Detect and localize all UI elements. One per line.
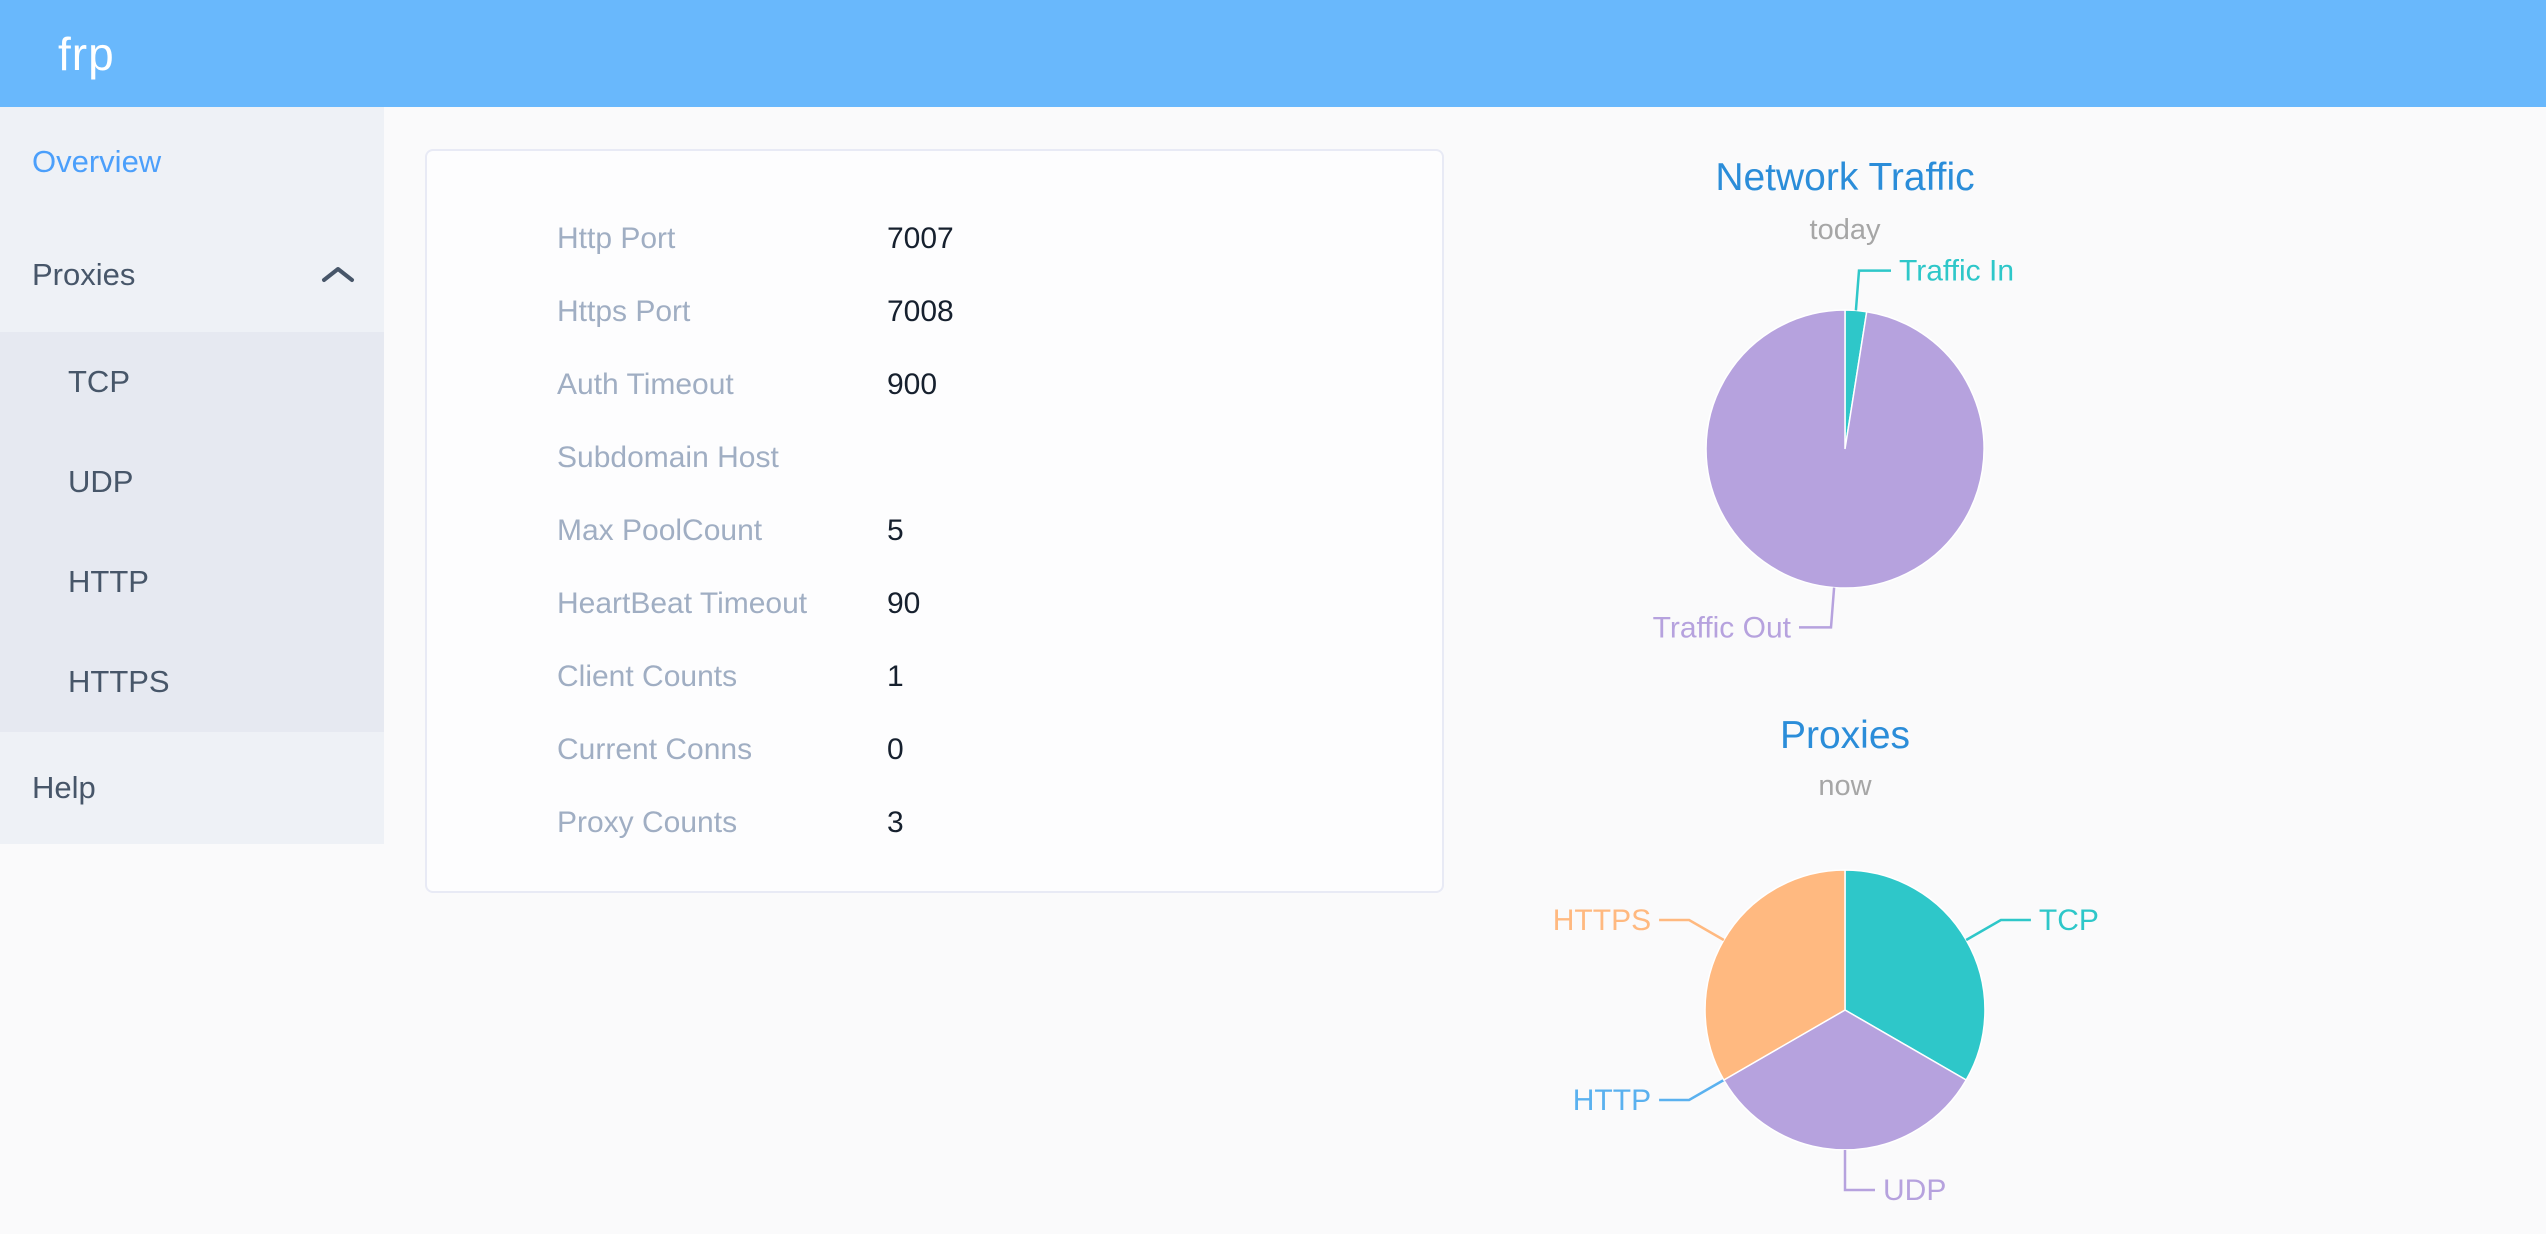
sidebar-item-udp[interactable]: UDP: [68, 464, 134, 499]
pie-label-http: HTTP: [1573, 1084, 1651, 1117]
sidebar: Overview Proxies TCP UDP HTTP HTTPS Help: [0, 107, 384, 844]
pie-label-traffic-in: Traffic In: [1899, 255, 2014, 288]
sidebar-item-help[interactable]: Help: [32, 770, 96, 805]
info-row-value: 90: [887, 586, 921, 620]
info-row-label: Https Port: [557, 294, 691, 328]
proxies-pie-chart[interactable]: TCP UDP HTTP HTTPS: [1535, 820, 2155, 1234]
chevron-up-icon: [322, 266, 354, 282]
info-row: HeartBeat Timeout 90: [427, 567, 1442, 640]
chart-subtitle-now: now: [1818, 770, 1872, 802]
pie-slice-traffic-out[interactable]: [1705, 309, 1985, 589]
chart-subtitle-today: today: [1809, 214, 1881, 246]
pie-label-line-tcp: [1965, 918, 2031, 942]
sidebar-item-proxies[interactable]: Proxies: [0, 217, 384, 332]
info-row: Http Port 7007: [427, 202, 1442, 275]
info-row-label: Http Port: [557, 221, 676, 255]
chart-title-proxies: Proxies: [1779, 714, 1911, 757]
info-row: Subdomain Host: [427, 421, 1442, 494]
info-row-value: 1: [887, 659, 904, 693]
pie-label-line-https: [1659, 918, 1725, 942]
info-row-value: 5: [887, 513, 904, 547]
sidebar-item-https[interactable]: HTTPS: [68, 664, 170, 699]
sidebar-item-proxies-label: Proxies: [32, 256, 136, 292]
info-row-label: Client Counts: [557, 659, 738, 693]
pie-slice-udp[interactable]: [1722, 1009, 1968, 1151]
info-row-value: 0: [887, 732, 904, 766]
info-row-value: 7008: [887, 294, 954, 328]
pie-label-tcp: TCP: [2039, 904, 2099, 937]
pie-label-line-http: [1659, 1078, 1725, 1102]
info-row-label: Auth Timeout: [557, 367, 734, 401]
pie-label-udp: UDP: [1883, 1174, 1946, 1207]
info-row: Max PoolCount 5: [427, 494, 1442, 567]
info-row: Client Counts 1: [427, 640, 1442, 713]
info-row-label: Max PoolCount: [557, 513, 763, 547]
pie-label-https: HTTPS: [1553, 904, 1651, 937]
info-row: Https Port 7008: [427, 275, 1442, 348]
sidebar-item-overview[interactable]: Overview: [32, 144, 162, 179]
info-row: Current Conns 0: [427, 713, 1442, 786]
info-row-label: Proxy Counts: [557, 805, 738, 839]
info-row-value: 900: [887, 367, 938, 401]
sidebar-item-http[interactable]: HTTP: [68, 564, 149, 599]
sidebar-item-tcp[interactable]: TCP: [68, 364, 130, 399]
chart-title-network-traffic: Network Traffic: [1715, 156, 1975, 199]
info-row-label: Subdomain Host: [557, 440, 779, 474]
info-row-value: 3: [887, 805, 904, 839]
info-row: Proxy Counts 3: [427, 786, 1442, 859]
pie-label-traffic-out: Traffic Out: [1653, 611, 1792, 644]
server-info-rows: Http Port 7007 Https Port 7008 Auth Time…: [427, 202, 1442, 859]
info-row: Auth Timeout 900: [427, 348, 1442, 421]
server-info-card: Http Port 7007 Https Port 7008 Auth Time…: [425, 149, 1444, 893]
info-row-value: 7007: [887, 221, 954, 255]
app-header: frp: [0, 0, 2546, 107]
pie-label-line-traffic-out: [1799, 587, 1836, 629]
pie-label-line-udp: [1843, 1150, 1875, 1192]
pie-label-line-traffic-in: [1854, 269, 1891, 311]
sidebar-submenu: TCP UDP HTTP HTTPS: [0, 332, 384, 732]
app-logo[interactable]: frp: [58, 27, 115, 80]
network-traffic-pie-chart[interactable]: Traffic In Traffic Out: [1535, 250, 2155, 680]
info-row-label: Current Conns: [557, 732, 753, 766]
info-row-label: HeartBeat Timeout: [557, 586, 808, 620]
